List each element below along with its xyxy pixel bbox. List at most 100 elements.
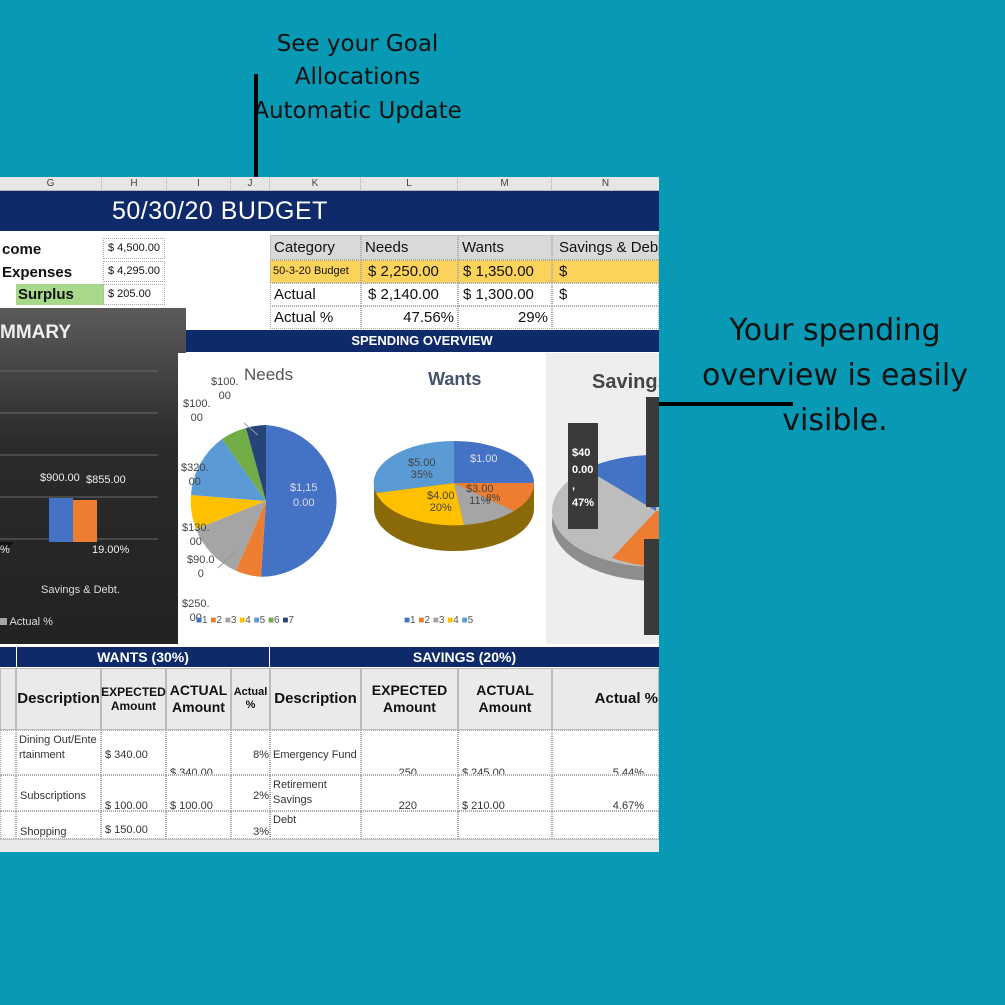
savings-row-actual[interactable]: $ 245.00 xyxy=(458,730,552,775)
slice-label: $40 0.00 , 47% xyxy=(572,447,595,509)
savings-row-pct[interactable] xyxy=(552,811,659,839)
goal-allocations-callout: See your Goal Allocations Automatic Upda… xyxy=(240,28,475,128)
slice-label: $5.00 35% xyxy=(408,457,436,481)
pie-slice-1 xyxy=(586,454,656,511)
wants-row-desc[interactable]: Shopping xyxy=(16,811,101,839)
wants-row-desc[interactable]: Dining Out/Entertainment xyxy=(16,730,101,775)
column-header[interactable]: J xyxy=(231,177,270,191)
page-title: 50/30/20 BUDGET xyxy=(112,197,328,225)
actual-needs[interactable]: $ 2,140.00 xyxy=(361,283,458,306)
savings-row-expected[interactable]: 220 xyxy=(361,775,458,811)
chart-title: Savings xyxy=(592,371,659,393)
slice-label: $130. 00 xyxy=(182,522,210,549)
column-header[interactable]: I xyxy=(167,177,231,191)
wants-row-expected[interactable]: $ 340.00 xyxy=(101,730,166,775)
wants-legend: ■1 ■2 ■3 ■4 ■5 xyxy=(404,615,474,626)
actual-savings[interactable]: $ xyxy=(552,283,659,306)
slice-label: $3.00 11% xyxy=(466,483,494,507)
wants-row-expected[interactable]: $ 100.00 xyxy=(101,775,166,811)
table-cell[interactable] xyxy=(0,730,16,775)
pie-slice-3 xyxy=(454,483,514,525)
column-header[interactable]: K xyxy=(270,177,361,191)
wants-row-actual[interactable]: $ 340.00 xyxy=(166,730,231,775)
income-value[interactable]: $ 4,500.00 xyxy=(103,238,165,259)
column-header[interactable]: G xyxy=(0,177,102,191)
wants-row-actual[interactable] xyxy=(166,811,231,839)
actual-row-label: Actual xyxy=(270,283,361,306)
actual-bar xyxy=(73,500,97,542)
savings-row-actual[interactable] xyxy=(458,811,552,839)
wants-section-header: WANTS (30%) xyxy=(17,647,269,667)
slice-label: $4.00 20% xyxy=(427,490,455,514)
expenses-value[interactable]: $ 4,295.00 xyxy=(103,261,165,282)
table-cell[interactable] xyxy=(0,811,16,839)
savings-row-actual[interactable]: $ 210.00 xyxy=(458,775,552,811)
wants-pct-header: Actual % xyxy=(231,668,270,730)
wants-pie-chart[interactable]: Wants $5.00 35% $1.00 $3.00 11% $4.00 20% 8… xyxy=(358,353,546,644)
callout-line: Your spending xyxy=(729,313,941,348)
wants-expected-header: EXPECTED Amount xyxy=(101,668,166,730)
actual-pct-savings[interactable] xyxy=(552,306,659,329)
wants-row-pct[interactable]: 8% xyxy=(231,730,270,775)
column-header[interactable]: N xyxy=(552,177,659,191)
wants-row-pct[interactable]: 3% xyxy=(231,811,270,839)
pie-slice-5 xyxy=(191,439,266,501)
actual-pct-needs[interactable]: 47.56% xyxy=(361,306,458,329)
table-cell[interactable] xyxy=(0,775,16,811)
savings-row-pct[interactable]: 5.44% xyxy=(552,730,659,775)
pie-slice-4 xyxy=(190,495,266,529)
savings-row-pct[interactable]: 4.67% xyxy=(552,775,659,811)
actual-pct-label: Actual % xyxy=(270,306,361,329)
callout-line: visible. xyxy=(782,403,888,438)
summary-legend: Actual % xyxy=(0,616,53,628)
legend-swatch xyxy=(0,618,7,625)
column-header[interactable]: H xyxy=(102,177,167,191)
surplus-value[interactable]: $ 205.00 xyxy=(103,284,165,305)
budget-savings[interactable]: $ xyxy=(552,260,659,283)
wants-row-actual[interactable]: $ 100.00 xyxy=(166,775,231,811)
spreadsheet-window: G H I J K L M N 50/30/20 BUDGET come $ 4… xyxy=(0,177,659,852)
spending-overview-callout: Your spending overview is easily visible… xyxy=(700,308,970,443)
callout-line: See your Goal xyxy=(276,31,439,57)
budget-needs[interactable]: $ 2,250.00 xyxy=(361,260,458,283)
wants-actual-header: ACTUAL Amount xyxy=(166,668,231,730)
budget-wants[interactable]: $ 1,350.00 xyxy=(458,260,552,283)
summary-title: MMARY xyxy=(0,322,72,343)
actual-wants[interactable]: $ 1,300.00 xyxy=(458,283,552,306)
savings-pie-chart[interactable]: Savings $40 0.00 , 47% xyxy=(546,353,659,644)
pct-label-left: % xyxy=(0,544,10,556)
column-header[interactable]: L xyxy=(361,177,458,191)
wants-header: Wants xyxy=(458,235,552,260)
slice-label: $320. 00 xyxy=(181,462,209,489)
wants-row-pct[interactable]: 2% xyxy=(231,775,270,811)
wants-row-desc[interactable]: Subscriptions xyxy=(16,775,101,811)
needs-pie xyxy=(190,422,337,577)
pie-slice-2 xyxy=(454,483,535,511)
bar-label-expected: $900.00 xyxy=(40,472,80,484)
slice-label-main: $1,15 0.00 xyxy=(290,482,318,510)
savings-row-expected[interactable]: 250 xyxy=(361,730,458,775)
savings-row-desc[interactable]: Emergency Fund xyxy=(270,730,361,775)
callout-line: Allocations xyxy=(294,64,421,91)
summary-chart[interactable]: MMARY $900.00 $855.00 % 19.00% Savings &… xyxy=(0,308,186,644)
slice-label: $250. 00 xyxy=(182,598,210,625)
column-header[interactable]: M xyxy=(458,177,552,191)
wants-desc-header: Description xyxy=(16,668,101,730)
income-label: come xyxy=(2,241,42,258)
savings-row-desc[interactable]: Retirement Savings xyxy=(270,775,361,811)
savings-row-desc[interactable]: Debt xyxy=(270,811,361,839)
actual-pct-wants[interactable]: 29% xyxy=(458,306,552,329)
bar-base-shadow xyxy=(0,542,14,548)
wants-pie xyxy=(373,440,535,551)
savings-header: Savings & Debt xyxy=(552,235,659,260)
callout-line: Automatic Update xyxy=(253,97,462,124)
wants-row-expected[interactable]: $ 150.00 xyxy=(101,811,166,839)
savings-row-expected[interactable] xyxy=(361,811,458,839)
pie-slice-3 xyxy=(196,501,266,571)
budget-row-label: 50-3-20 Budget xyxy=(270,260,361,283)
pct-label-right: 19.00% xyxy=(92,544,130,556)
category-axis-label: Savings & Debt. xyxy=(41,584,120,596)
pie-slice-2 xyxy=(236,501,266,577)
needs-pie-chart[interactable]: Needs $90.0 0 $100. 00 $250. 00 $100. 00… xyxy=(178,353,358,644)
horizontal-scrollbar[interactable] xyxy=(0,839,659,852)
